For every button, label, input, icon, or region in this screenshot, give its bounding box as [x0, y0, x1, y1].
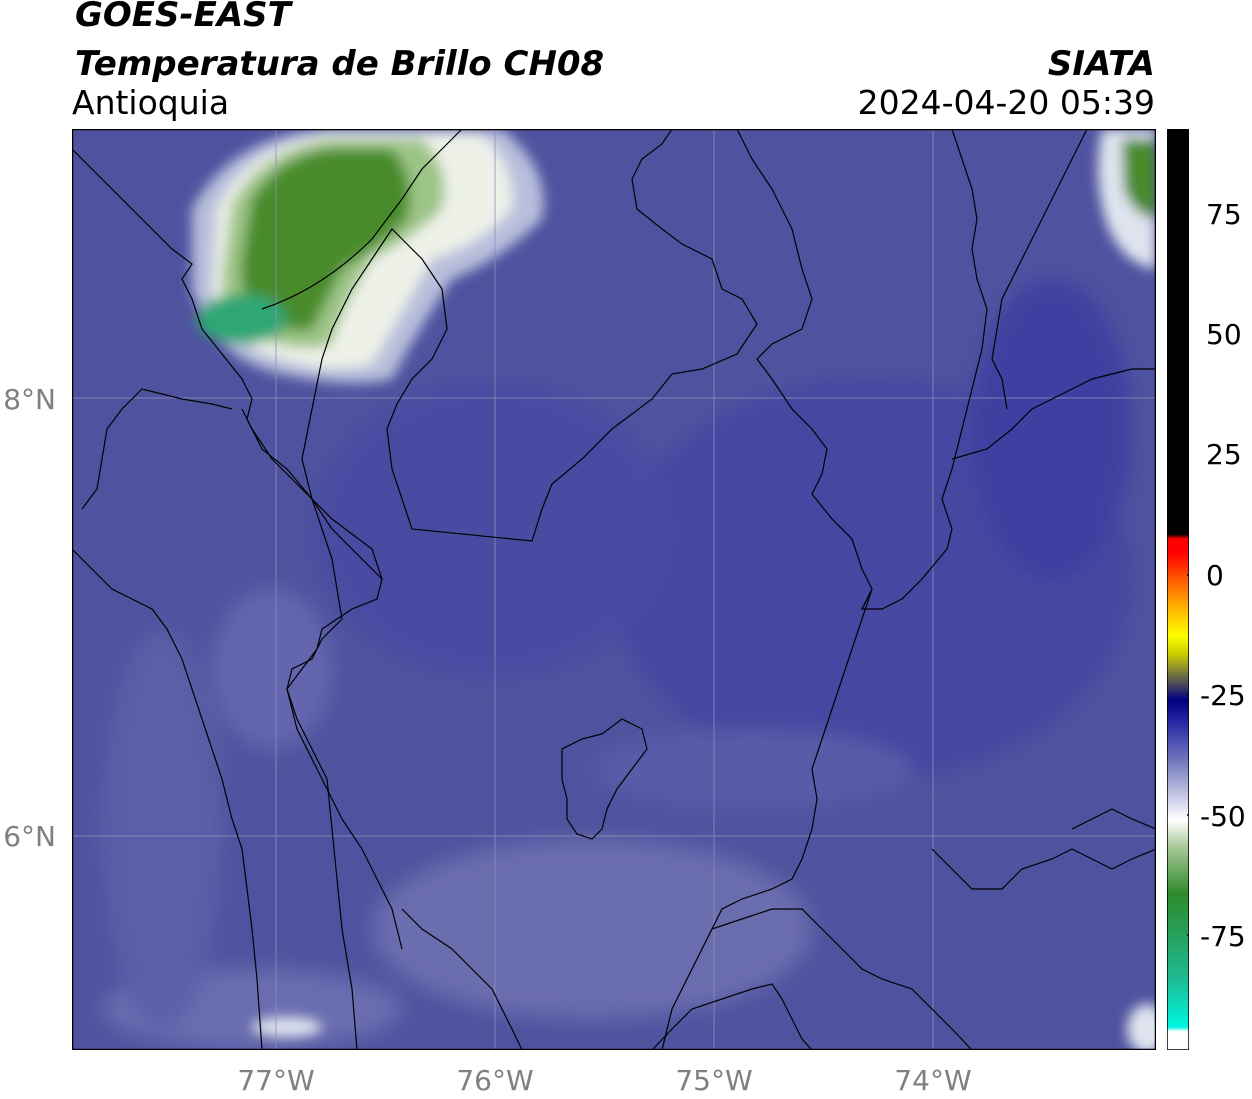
antioquia-border-5	[401, 908, 523, 1050]
boundary-lines	[72, 129, 1156, 1050]
colorbar-tick-25: 25	[1206, 438, 1242, 471]
satellite-title: GOES-EAST	[75, 0, 291, 35]
colorbar-tick-75: 75	[1206, 198, 1242, 231]
department-border-10	[931, 848, 1156, 890]
antioquia-border-4	[661, 588, 873, 1050]
colorbar-tick-0: 0	[1206, 559, 1224, 592]
department-border	[261, 129, 463, 310]
lon-label-75w: 75°W	[675, 1064, 753, 1097]
department-border-6	[951, 368, 1156, 460]
lat-label-8n: 8°N	[3, 383, 56, 416]
product-title: Temperatura de Brillo CH08	[75, 44, 605, 84]
agency-label: SIATA	[1047, 44, 1155, 84]
coastline	[72, 148, 383, 1050]
colorbar-tick-minus75: -75	[1200, 920, 1246, 953]
lon-label-77w: 77°W	[237, 1064, 315, 1097]
cold-cloud-top-west	[192, 129, 544, 383]
department-border-2	[241, 408, 383, 580]
colorbar	[1167, 129, 1189, 1050]
antioquia-border-2	[286, 228, 403, 950]
gridlines	[72, 129, 1156, 1050]
temperature-fields	[102, 279, 1132, 1049]
brightness-temperature-map	[72, 129, 1156, 1050]
department-border-8	[1071, 808, 1156, 830]
map-frame	[72, 129, 1156, 1050]
region-label: Antioquia	[72, 83, 230, 122]
municipal-enclave	[561, 718, 648, 840]
datetime-label: 2024-04-20 05:39	[857, 83, 1155, 122]
department-border-7	[991, 129, 1088, 410]
department-border-9	[711, 908, 973, 1050]
colorbar-tick-minus50: -50	[1200, 800, 1246, 833]
coastline-3	[81, 388, 233, 510]
lon-label-76w: 76°W	[456, 1064, 534, 1097]
lat-label-6n: 6°N	[3, 820, 56, 853]
coastline-2	[72, 548, 263, 1050]
colorbar-tick-minus25: -25	[1200, 679, 1246, 712]
department-border-11	[651, 983, 813, 1050]
colorbar-tick-50: 50	[1206, 318, 1242, 351]
lon-label-74w: 74°W	[894, 1064, 972, 1097]
cold-cloud-top-east	[252, 129, 1156, 1050]
antioquia-border	[386, 129, 758, 542]
